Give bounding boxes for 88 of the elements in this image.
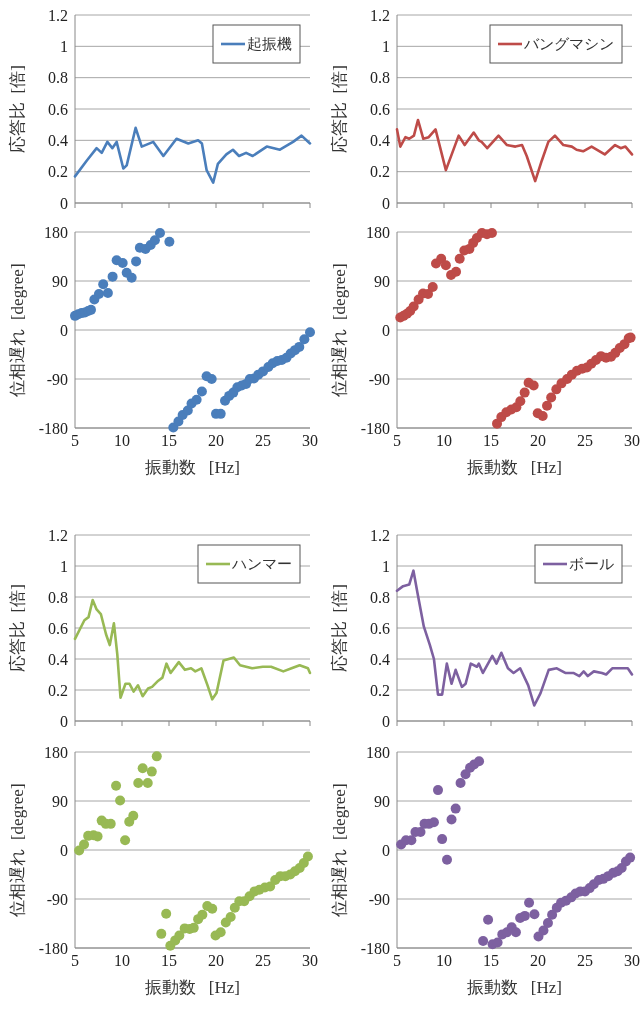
y-tick-label: 0 bbox=[60, 321, 68, 339]
x-tick-label: 10 bbox=[436, 432, 452, 449]
y-tick-label: -90 bbox=[368, 890, 390, 908]
y-tick-label: 180 bbox=[366, 743, 390, 761]
y-tick-label: -180 bbox=[38, 939, 68, 957]
y-tick-label: -90 bbox=[368, 370, 390, 388]
y-axis-title: 応答比 [倍] bbox=[330, 65, 349, 153]
y-tick-label: 0.6 bbox=[48, 619, 68, 637]
x-tick-label: 10 bbox=[114, 952, 130, 969]
y-tick-label: 0.6 bbox=[370, 619, 390, 637]
y-tick-label: 1.2 bbox=[48, 526, 68, 544]
y-tick-label: 1.2 bbox=[370, 526, 390, 544]
x-tick-label: 30 bbox=[302, 432, 318, 449]
y-tick-label: 90 bbox=[374, 792, 390, 810]
x-tick-label: 15 bbox=[483, 432, 499, 449]
y-tick-label: 1 bbox=[60, 37, 68, 55]
y-tick-label: 1 bbox=[382, 557, 390, 575]
y-axis-title: 位相遅れ [degree] bbox=[330, 783, 349, 917]
y-tick-label: 1.2 bbox=[48, 6, 68, 24]
x-tick-label: 20 bbox=[530, 432, 546, 449]
x-axis-title: 振動数 [Hz] bbox=[467, 978, 562, 997]
x-tick-label: 20 bbox=[208, 952, 224, 969]
x-tick-label: 5 bbox=[393, 952, 401, 969]
legend-label: 起振機 bbox=[247, 36, 292, 52]
y-tick-label: 0.8 bbox=[48, 588, 68, 606]
y-tick-label: 1.2 bbox=[370, 6, 390, 24]
y-tick-label: 0 bbox=[60, 194, 68, 212]
y-tick-label: 0 bbox=[60, 712, 68, 730]
y-tick-label: 0.4 bbox=[370, 131, 390, 149]
y-axis-title: 応答比 [倍] bbox=[330, 584, 349, 672]
x-tick-label: 25 bbox=[255, 432, 271, 449]
x-tick-label: 25 bbox=[255, 952, 271, 969]
x-tick-label: 5 bbox=[71, 952, 79, 969]
x-axis-title: 振動数 [Hz] bbox=[467, 458, 562, 477]
y-tick-label: 0.2 bbox=[48, 163, 68, 181]
y-tick-label: -180 bbox=[38, 419, 68, 437]
y-tick-label: 90 bbox=[52, 792, 68, 810]
x-tick-label: 25 bbox=[577, 952, 593, 969]
y-tick-label: 0 bbox=[382, 194, 390, 212]
x-tick-label: 5 bbox=[71, 432, 79, 449]
x-tick-label: 10 bbox=[436, 952, 452, 969]
x-tick-label: 20 bbox=[530, 952, 546, 969]
y-tick-label: 180 bbox=[366, 223, 390, 241]
y-axis-title: 位相遅れ [degree] bbox=[8, 263, 27, 397]
y-tick-label: 0 bbox=[382, 841, 390, 859]
y-tick-label: -90 bbox=[46, 370, 68, 388]
y-tick-label: 0.8 bbox=[48, 69, 68, 87]
legend-label: ハンマー bbox=[231, 556, 292, 572]
x-tick-label: 15 bbox=[161, 432, 177, 449]
y-tick-label: 180 bbox=[44, 743, 68, 761]
x-tick-label: 30 bbox=[302, 952, 318, 969]
x-tick-label: 20 bbox=[208, 432, 224, 449]
y-tick-label: 0.8 bbox=[370, 588, 390, 606]
x-axis-title: 振動数 [Hz] bbox=[145, 458, 240, 477]
y-axis-title: 位相遅れ [degree] bbox=[330, 263, 349, 397]
y-axis-title: 位相遅れ [degree] bbox=[8, 783, 27, 917]
y-tick-label: 0.4 bbox=[48, 650, 68, 668]
y-tick-label: 1 bbox=[60, 557, 68, 575]
y-tick-label: 1 bbox=[382, 37, 390, 55]
x-tick-label: 30 bbox=[624, 432, 640, 449]
y-tick-label: 0 bbox=[382, 321, 390, 339]
y-tick-label: 0.8 bbox=[370, 69, 390, 87]
y-tick-label: 0 bbox=[382, 712, 390, 730]
x-tick-label: 10 bbox=[114, 432, 130, 449]
y-tick-label: 0.4 bbox=[48, 131, 68, 149]
y-tick-label: 0.4 bbox=[370, 650, 390, 668]
y-tick-label: 0 bbox=[60, 841, 68, 859]
y-tick-label: 0.2 bbox=[48, 681, 68, 699]
x-tick-label: 15 bbox=[161, 952, 177, 969]
y-tick-label: 180 bbox=[44, 223, 68, 241]
y-tick-label: 0.2 bbox=[370, 681, 390, 699]
x-axis-title: 振動数 [Hz] bbox=[145, 978, 240, 997]
x-tick-label: 5 bbox=[393, 432, 401, 449]
x-tick-label: 25 bbox=[577, 432, 593, 449]
y-tick-label: -180 bbox=[360, 419, 390, 437]
y-tick-label: 90 bbox=[52, 272, 68, 290]
y-axis-title: 応答比 [倍] bbox=[8, 65, 27, 153]
y-tick-label: 90 bbox=[374, 272, 390, 290]
y-tick-label: 0.2 bbox=[370, 163, 390, 181]
legend-label: バングマシン bbox=[523, 36, 614, 52]
x-tick-label: 15 bbox=[483, 952, 499, 969]
y-tick-label: 0.6 bbox=[370, 100, 390, 118]
x-tick-label: 30 bbox=[624, 952, 640, 969]
legend-label: ボール bbox=[569, 556, 614, 572]
y-tick-label: -90 bbox=[46, 890, 68, 908]
y-tick-label: -180 bbox=[360, 939, 390, 957]
y-tick-label: 0.6 bbox=[48, 100, 68, 118]
y-axis-title: 応答比 [倍] bbox=[8, 584, 27, 672]
